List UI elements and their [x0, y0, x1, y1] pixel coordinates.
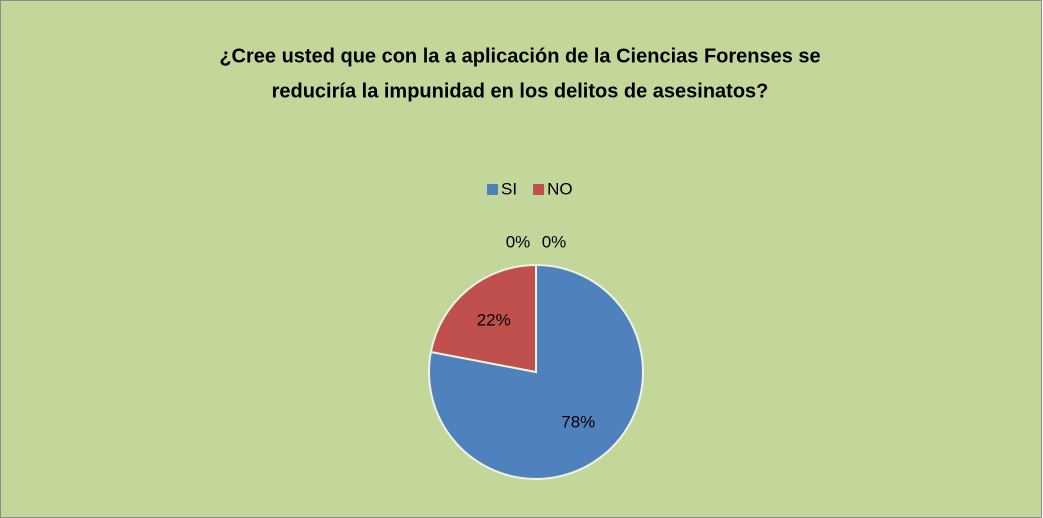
data-label: 78%	[561, 413, 595, 432]
legend-swatch	[533, 184, 545, 195]
data-label: 0%	[542, 232, 567, 251]
legend-label: NO	[547, 179, 573, 198]
legend-swatch	[487, 184, 498, 195]
legend-label: SI	[501, 179, 517, 198]
chart-title: ¿Cree usted que con la a aplicación de l…	[219, 45, 820, 67]
pie-slice	[429, 263, 537, 374]
chart-title: reduciría la impunidad en los delitos de…	[272, 80, 769, 102]
data-label: 0%	[506, 232, 531, 251]
data-label: 22%	[477, 310, 511, 329]
